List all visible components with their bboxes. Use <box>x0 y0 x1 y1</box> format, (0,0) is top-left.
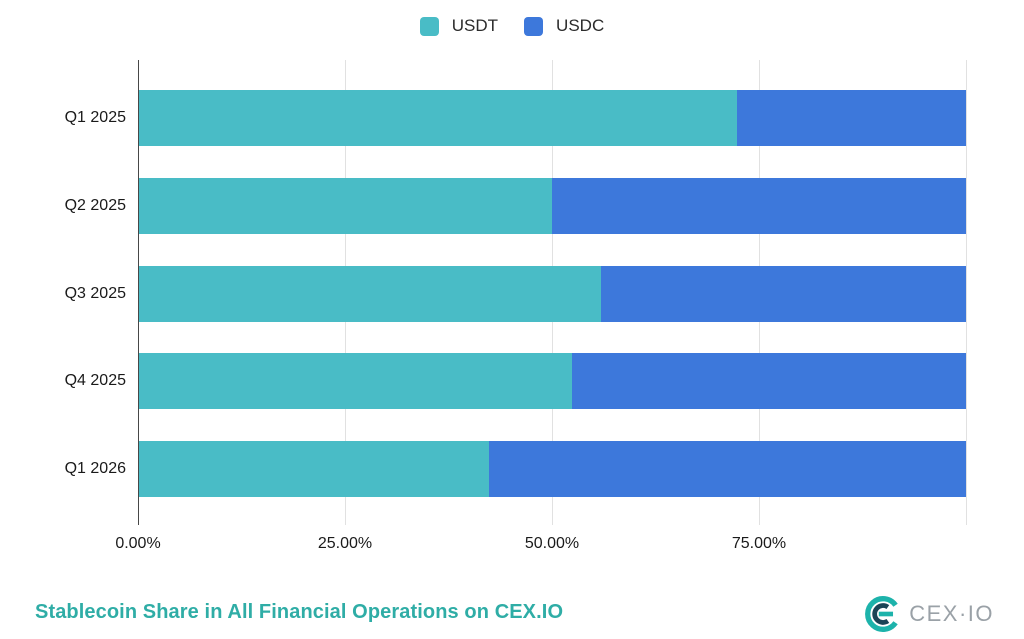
bar-row-q1-2026 <box>139 441 966 497</box>
bar-segment-usdc <box>551 177 966 234</box>
y-axis-label: Q2 2025 <box>64 196 126 214</box>
cexio-logo-text: CEX·IO <box>909 601 994 626</box>
chart-title: Stablecoin Share in All Financial Operat… <box>35 601 564 623</box>
bar-segment-usdc <box>572 353 966 410</box>
legend-label: USDT <box>451 16 499 35</box>
bar-segment-usdt <box>139 265 602 322</box>
y-axis-label: Q4 2025 <box>64 372 126 390</box>
bar-row-q3-2025 <box>139 265 966 322</box>
cexio-logo-icon <box>865 596 898 632</box>
gridline-100 <box>966 60 967 525</box>
x-axis-label: 0.00% <box>115 535 161 552</box>
legend-item-usdt: USDT <box>419 16 499 36</box>
y-axis-label: Q1 2026 <box>64 460 126 477</box>
x-axis-label: 25.00% <box>317 535 373 552</box>
legend-item-usdc: USDC <box>524 16 604 36</box>
plot-area <box>138 60 967 525</box>
cexio-logo: CEX·IO <box>864 595 994 633</box>
bar-segment-usdt <box>139 90 737 146</box>
legend-swatch-icon <box>524 16 544 36</box>
x-axis-label: 50.00% <box>524 535 580 552</box>
bar-segment-usdt <box>139 441 489 497</box>
y-axis-line <box>138 60 139 525</box>
legend-label: USDC <box>556 16 605 35</box>
bar-row-q4-2025 <box>139 353 966 410</box>
bar-segment-usdc <box>601 265 966 322</box>
legend: USDT USDC <box>0 16 1024 36</box>
x-axis-label: 75.00% <box>731 535 787 552</box>
bar-row-q2-2025 <box>139 177 966 234</box>
bar-segment-usdt <box>139 177 552 234</box>
legend-swatch-icon <box>419 16 439 36</box>
bar-segment-usdc <box>736 90 966 146</box>
bar-segment-usdc <box>488 441 966 497</box>
bar-row-q1-2025 <box>139 90 966 146</box>
y-axis-label: Q3 2025 <box>64 284 126 302</box>
bar-segment-usdt <box>139 353 573 410</box>
y-axis-label: Q1 2025 <box>64 109 126 126</box>
